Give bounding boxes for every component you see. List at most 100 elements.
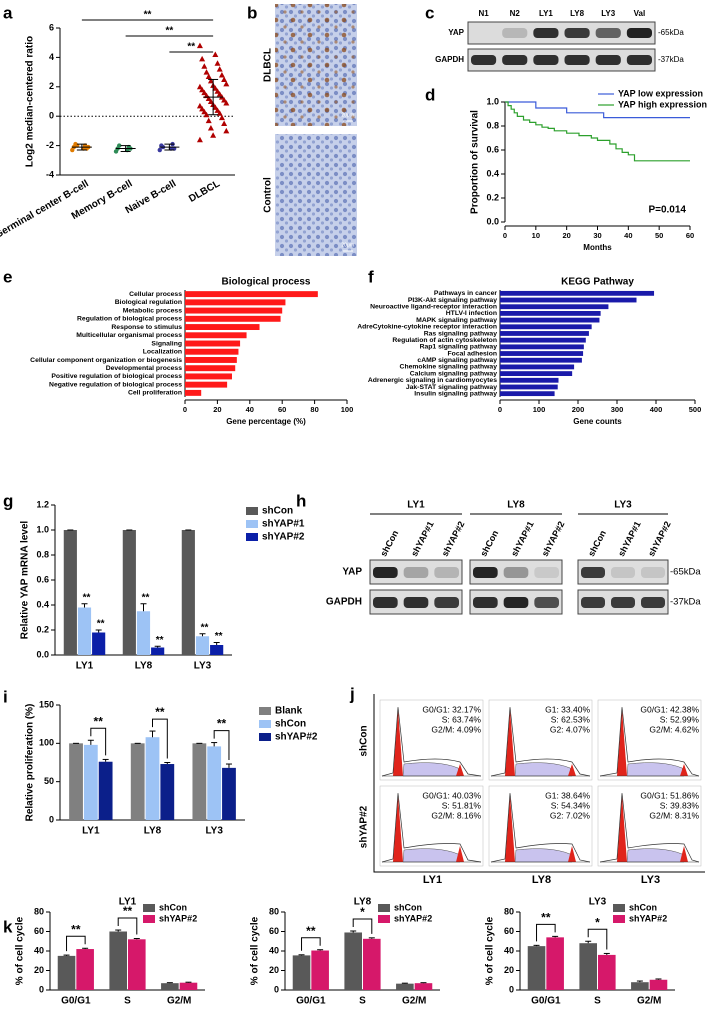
significance-label: ** <box>306 924 316 938</box>
panel-letter: b <box>247 3 257 22</box>
y-tick-label: 0.6 <box>486 144 499 154</box>
x-tick-label: 200 <box>572 405 585 414</box>
category-label: Negative regulation of biological proces… <box>49 381 182 388</box>
x-tick-label: 0 <box>498 405 502 414</box>
significance-label: ** <box>201 622 209 633</box>
g2-peak <box>680 764 688 776</box>
significance-label: ** <box>142 592 150 603</box>
legend-label: shYAP#2 <box>262 532 305 543</box>
bar <box>136 611 151 655</box>
lane-label: shYAP#2 <box>540 520 567 558</box>
cell-stat: S: 62.53% <box>551 714 591 724</box>
data-point <box>205 73 212 80</box>
blot-band <box>564 55 590 65</box>
x-axis-label: Gene counts <box>573 417 622 426</box>
lane-label: LY1 <box>539 9 553 18</box>
y-tick-label: 0.2 <box>36 624 49 634</box>
lane-label: LY8 <box>570 9 584 18</box>
data-point <box>223 127 230 134</box>
y-tick-label: 1.0 <box>486 96 499 106</box>
scale-label: 20μm <box>341 112 354 118</box>
cell-stat: G2/M: 4.09% <box>431 724 481 734</box>
category-label: Jak-STAT signaling pathway <box>406 384 497 391</box>
data-point <box>201 89 208 96</box>
s-phase <box>626 762 685 777</box>
g1-peak <box>393 708 403 776</box>
cell-stat: G1: 33.40% <box>545 704 590 714</box>
stain-overlay <box>275 4 357 126</box>
blot-band <box>641 567 665 578</box>
category-label: Regulation of actin cytoskeleton <box>392 337 497 344</box>
y-tick-label: 50 <box>44 776 54 786</box>
y-tick-label: 0.0 <box>486 216 499 226</box>
bar <box>83 744 98 820</box>
cell-stat: G2/M: 8.16% <box>431 810 481 820</box>
x-tick-label: 60 <box>686 231 694 240</box>
significance-bracket <box>587 928 608 950</box>
y-tick-label: -4 <box>46 169 54 179</box>
cell-stat: G2: 4.07% <box>550 724 591 734</box>
panel-letter: e <box>3 267 12 286</box>
category-label: Response to stimulus <box>111 324 182 331</box>
blot-strip <box>467 48 656 72</box>
y-axis-label: Relative proliferation (%) <box>25 704 36 822</box>
category-label: Multicellular organismal process <box>76 332 182 339</box>
x-axis-label: Months <box>583 243 612 252</box>
significance-label: ** <box>71 922 81 936</box>
row-label: YAP <box>342 567 362 578</box>
bar <box>414 983 433 990</box>
panel-letter: d <box>425 85 435 104</box>
x-tick-label: 100 <box>533 405 546 414</box>
y-tick-label: 0.8 <box>36 549 49 559</box>
legend-label: shCon <box>394 902 422 912</box>
panel-letter: a <box>3 3 13 22</box>
x-tick-label: 60 <box>278 405 286 414</box>
bar <box>98 761 113 820</box>
cell-stat: G2/M: 4.62% <box>649 724 699 734</box>
significance-bracket <box>352 918 373 934</box>
significance-bracket <box>66 935 86 952</box>
g2-peak <box>456 846 464 862</box>
data-point <box>223 99 230 106</box>
significance-label: ** <box>144 10 152 21</box>
bar <box>185 373 232 380</box>
x-tick-label: 0 <box>503 231 507 240</box>
lane-label: shYAP#1 <box>509 520 536 558</box>
group-label: LY3 <box>614 500 632 511</box>
y-axis-label: Log2 median-centered ratio <box>25 36 36 167</box>
outline <box>490 793 591 863</box>
g2-peak <box>568 846 576 862</box>
y-tick-label: 0.4 <box>36 599 49 609</box>
bar <box>579 943 597 990</box>
bar <box>500 344 584 350</box>
cell-stat: G2/M: 8.31% <box>649 810 699 820</box>
legend-swatch <box>259 733 271 741</box>
y-tick-label: 0 <box>39 984 44 994</box>
category-label: Regulation of biological process <box>77 316 182 323</box>
y-tick-label: 40 <box>269 945 279 955</box>
legend-label: shYAP#2 <box>629 913 667 923</box>
g1-peak <box>505 708 515 776</box>
category-label: Cellular component organization or bioge… <box>30 357 182 364</box>
chart-title: LY1 <box>119 897 137 908</box>
x-tick-label: 40 <box>246 405 254 414</box>
bar <box>185 291 318 298</box>
y-tick-label: 0.8 <box>486 120 499 130</box>
lane-label: N1 <box>478 9 489 18</box>
category-label: PI3K-Akt signaling pathway <box>408 297 497 304</box>
x-tick-label: LY1 <box>76 661 94 672</box>
blot-band <box>611 567 635 578</box>
category-label: Neuroactive ligand-receptor interaction <box>370 304 497 311</box>
data-point <box>196 102 203 109</box>
data-point <box>216 110 223 116</box>
size-label: -65kDa <box>670 567 701 578</box>
significance-bracket <box>117 917 138 935</box>
bar <box>311 950 329 990</box>
bar <box>500 317 600 323</box>
lane-label: shCon <box>586 529 608 558</box>
significance-label: * <box>360 905 365 919</box>
lane-label: LY3 <box>601 9 615 18</box>
bar <box>500 357 582 363</box>
legend-label: shCon <box>159 902 187 912</box>
bar <box>500 297 637 303</box>
